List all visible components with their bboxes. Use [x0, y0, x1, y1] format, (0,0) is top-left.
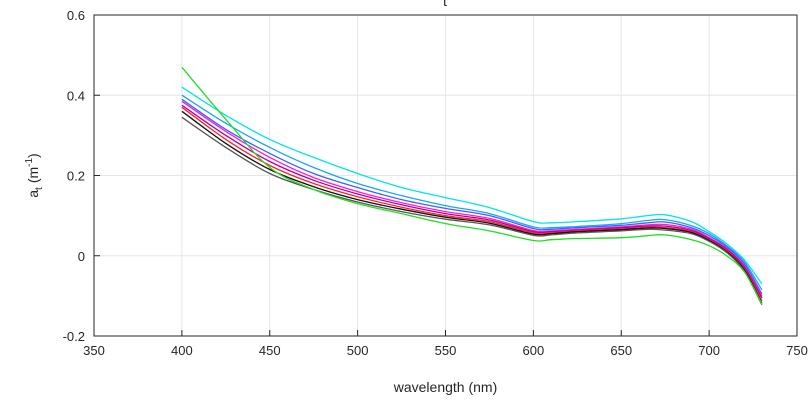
y-tick-labels: -0.2 0 0.2 0.4 0.6 [63, 8, 85, 344]
x-tick-label: 750 [786, 343, 808, 358]
series-line [181, 86, 763, 285]
y-axis-label-subscript: t [34, 187, 45, 190]
y-axis-label-superscript: -1 [24, 158, 35, 167]
x-axis-label: wavelength (nm) [393, 379, 498, 395]
series-line [181, 104, 763, 299]
y-axis-label-close: ) [25, 153, 41, 158]
x-tick-label: 350 [83, 343, 105, 358]
series-line [181, 110, 763, 304]
x-tick-label: 650 [610, 343, 632, 358]
x-tick-label: 600 [523, 343, 545, 358]
x-tick-label: 500 [347, 343, 369, 358]
y-axis-label-symbol: a [25, 190, 41, 198]
series-line [181, 98, 763, 295]
series-lines [181, 66, 763, 306]
series-line [181, 66, 763, 305]
x-tick-labels: 350 400 450 500 550 600 650 700 750 [83, 343, 808, 358]
plot-area [93, 14, 798, 337]
y-tick-label: 0.6 [67, 8, 85, 23]
x-tick-label: 550 [435, 343, 457, 358]
y-tick-label: -0.2 [63, 329, 85, 344]
y-tick-label: 0 [78, 249, 85, 264]
y-tick-label: 0.4 [67, 88, 85, 103]
tick-marks [93, 14, 798, 337]
x-tick-label: 700 [698, 343, 720, 358]
series-line [181, 100, 763, 297]
x-tick-label: 450 [259, 343, 281, 358]
y-axis-label-unit: (m [25, 167, 41, 183]
series-line [181, 106, 763, 302]
y-tick-label: 0.2 [67, 169, 85, 184]
series-line [181, 94, 763, 291]
y-axis-label: at (m-1) [24, 153, 45, 197]
x-tick-label: 400 [171, 343, 193, 358]
chart-title-fragment: t [443, 0, 447, 9]
